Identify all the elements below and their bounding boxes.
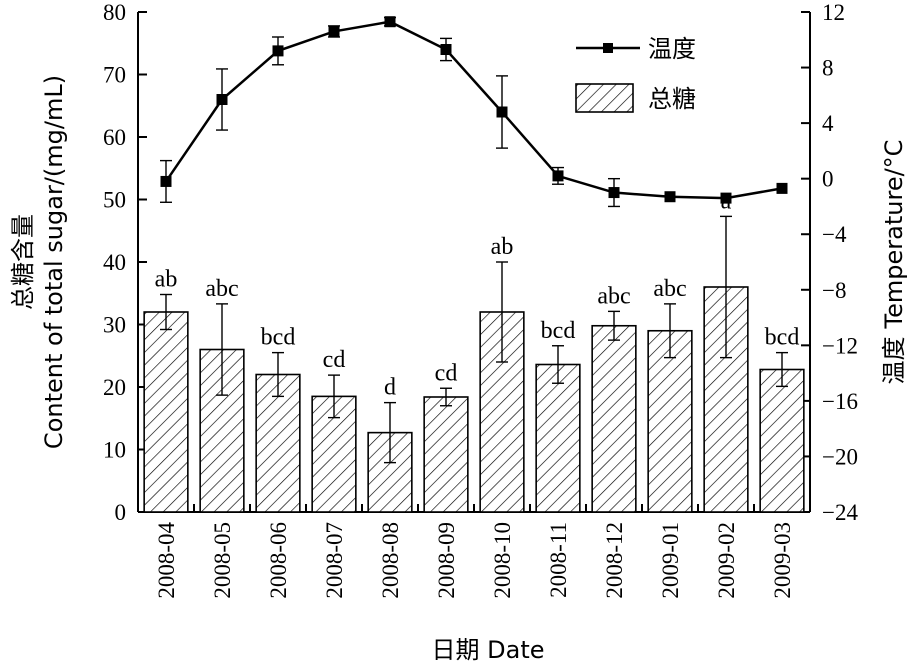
y-tick-label-left: 50 [103,188,126,213]
x-tick-label: 2009-03 [770,522,795,599]
bar-total-sugar [423,396,469,513]
bar-significance-label: bcd [261,325,296,351]
y-tick-label-right: −4 [822,222,847,247]
bar-total-sugar [255,373,301,513]
x-tick-label: 2009-01 [658,522,683,599]
legend: 温度 总糖 [575,35,696,113]
x-tick-label: 2008-07 [322,522,347,599]
temperature-point [160,175,172,187]
y-tick-label-right: −16 [822,389,858,414]
y-tick-label-left: 70 [103,63,126,88]
x-axis-title: 日期 Date [432,636,545,664]
temperature-line-group [160,16,788,208]
temperature-point [776,182,788,194]
y-tick-label-left: 30 [103,313,126,338]
y-tick-label-left: 40 [103,250,126,275]
y-tick-label-right: −24 [822,500,858,525]
bar-total-sugar [591,324,637,513]
temperature-point [720,192,732,204]
bar-total-sugar [759,368,805,513]
y-axis-title-left-cn: 总糖含量 [9,214,37,310]
y-tick-label-right: 12 [822,0,845,25]
temperature-point [384,16,396,28]
temperature-point [328,25,340,37]
bar-significance-label: abc [205,276,238,302]
temperature-line [164,20,783,200]
x-tick-label: 2008-04 [154,522,179,599]
bar-significance-label: d [384,375,396,401]
y-tick-label-right: −20 [822,444,858,469]
y-tick-label-right: 4 [822,111,834,136]
y-tick-label-left: 0 [115,500,127,525]
x-tick-label: 2008-09 [434,522,459,599]
legend-sugar-label: 总糖 [648,85,696,113]
y-axis-title-right-cn: 温度 [880,336,908,384]
x-tick-label: 2008-12 [602,522,627,599]
x-tick-label: 2008-06 [266,522,291,599]
axes-group: 0 10 20 30 40 50 60 70 80 −24 −20 −16 −12 −8 −4 0 4 8 12 20… [103,0,858,599]
x-tick-label: 2008-11 [546,522,571,598]
y-axis-title-right-text: 温度 Temperature/°C [880,140,908,385]
y-axis-title-left-en: Content of total sugar/(mg/mL) [40,75,68,449]
legend-temperature-label: 温度 [648,35,696,63]
x-tick-label: 2008-10 [490,522,515,599]
bar-significance-label: bcd [765,325,800,351]
y-tick-label-left: 60 [103,125,126,150]
y-tick-label-right: 0 [822,167,834,192]
bar-significance-label: cd [323,347,346,373]
bar-total-sugar [143,311,189,513]
y-axis-title-right: 温度 Temperature/°C [880,140,908,385]
bar-significance-label: ab [155,267,178,293]
bar-significance-label: bcd [541,318,576,344]
temperature-point [272,45,284,57]
y-axis-title-left: 总糖含量 Content of total sugar/(mg/mL) [9,75,68,449]
y-axis-title-right-en: Temperature/°C [880,140,908,330]
temperature-point [496,106,508,118]
y-tick-label-left: 80 [103,0,126,25]
x-tick-label: 2009-02 [714,522,739,599]
legend-sugar-swatch [575,83,634,113]
temperature-point [552,170,564,182]
y-tick-label-left: 10 [103,438,126,463]
y-tick-label-right: 8 [822,56,834,81]
bar-significance-label: cd [435,360,458,386]
y-tick-label-right: −12 [822,333,858,358]
bar-significance-label: abc [597,283,630,309]
y-tick-label-left: 20 [103,375,126,400]
bar-total-sugar [647,329,693,513]
x-tick-label: 2008-05 [210,522,235,599]
bars-group: ababcbcdcddcdabbcdabcabcabcd [143,188,805,513]
legend-temperature-marker [603,43,613,53]
temperature-point [608,187,620,199]
bar-total-sugar [535,363,581,513]
x-tick-label: 2008-08 [378,522,403,599]
temperature-point [440,44,452,55]
temperature-point [216,94,228,105]
temperature-point [664,191,676,203]
bar-significance-label: ab [491,234,514,260]
bar-significance-label: abc [653,276,686,302]
y-tick-label-right: −8 [822,278,846,303]
